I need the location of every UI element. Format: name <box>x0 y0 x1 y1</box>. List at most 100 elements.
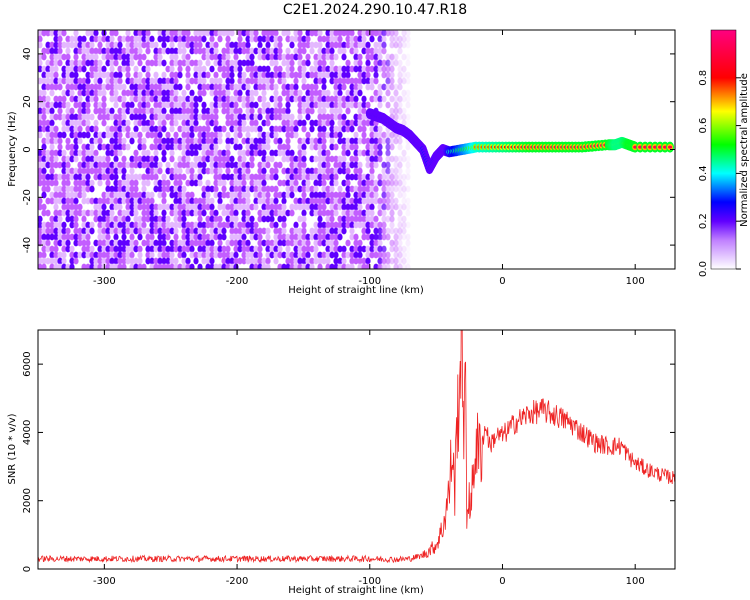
spectrogram-cell <box>309 209 315 217</box>
spectrogram-cell <box>257 179 263 187</box>
spectrogram-cell <box>73 227 79 235</box>
spectrogram-cell <box>45 77 51 85</box>
spectrogram-cell <box>141 227 147 235</box>
spectrogram-cell <box>181 251 187 259</box>
spectrogram-cell <box>309 125 315 133</box>
spectrogram-cell <box>101 203 107 211</box>
spectrogram-cell <box>133 155 139 163</box>
spectrogram-cell <box>381 173 387 181</box>
spectrogram-cell <box>313 245 319 253</box>
spectrogram-cell <box>297 239 303 247</box>
spectrogram-cell <box>133 203 139 211</box>
spectrogram-cell <box>177 143 183 151</box>
spectrogram-cell <box>161 263 167 269</box>
spectrogram-cell <box>369 155 375 163</box>
colorbar-tick-label: 0.8 <box>698 70 709 86</box>
spectrogram-cell <box>221 71 227 79</box>
spectrogram-cell <box>397 65 403 73</box>
spectrogram-cell <box>389 107 395 115</box>
spectrogram-cell <box>281 263 287 269</box>
spectrogram-cell <box>65 245 71 253</box>
spectrogram-cell <box>97 83 103 91</box>
spectrogram-cell <box>153 53 159 61</box>
spectrogram-cell <box>109 137 115 145</box>
spectrogram-cell <box>313 173 319 181</box>
spectrogram-cell <box>209 203 215 211</box>
spectrogram-cell <box>181 119 187 127</box>
spectrogram-cell <box>233 41 239 49</box>
spectrogram-cell <box>125 209 131 217</box>
spectrogram-cell <box>117 53 123 61</box>
spectrogram-cell <box>145 215 151 223</box>
spectrogram-cell <box>189 239 195 247</box>
spectrogram-cell <box>169 59 175 67</box>
spectrogram-cell <box>125 89 131 97</box>
spectrogram-cell <box>85 107 91 115</box>
spectrogram-cell <box>109 71 115 79</box>
spectrogram-cell <box>269 149 275 157</box>
spectrogram-cell <box>65 119 71 127</box>
spectrogram-cell <box>69 35 75 43</box>
spectrogram-cell <box>385 179 391 187</box>
spectrogram-cell <box>65 197 71 205</box>
spectrogram-cell <box>201 161 207 169</box>
spectrogram-cell <box>149 77 155 85</box>
spectrogram-cell <box>361 71 367 79</box>
spectrogram-cell <box>357 59 363 67</box>
spectrogram-cell <box>329 35 335 43</box>
spectrogram-cell <box>105 251 111 259</box>
spectrogram-cell <box>261 71 267 79</box>
spectrogram-cell <box>113 203 119 211</box>
spectrogram-cell <box>217 101 223 109</box>
colorbar-ticks: 0.00.20.40.60.8 <box>698 70 741 277</box>
spectrogram-cell <box>105 209 111 217</box>
spectrogram-cell <box>97 233 103 241</box>
spectrogram-cell <box>405 245 411 253</box>
spectrogram-cell <box>129 203 135 211</box>
spectrogram-cell <box>97 137 103 145</box>
spectrogram-cell <box>381 83 387 91</box>
spectrogram-cell <box>133 191 139 199</box>
spectrogram-cell <box>241 221 247 229</box>
spectrogram-cell <box>381 227 387 235</box>
spectrogram-cell <box>193 30 199 37</box>
spectrogram-cell <box>241 113 247 121</box>
spectrogram-cell <box>273 47 279 55</box>
spectrogram-cell <box>181 215 187 223</box>
spectrogram-cell <box>353 239 359 247</box>
spectrogram-cell <box>77 227 83 235</box>
spectrogram-cell <box>133 131 139 139</box>
spectrogram-cell <box>269 209 275 217</box>
spectrogram-cell <box>277 113 283 121</box>
spectrogram-cell <box>289 185 295 193</box>
spectrogram-cell <box>61 257 67 265</box>
spectrogram-cell <box>321 233 327 241</box>
spectrogram-cell <box>38 113 43 121</box>
spectrogram-cell <box>277 215 283 223</box>
spectrogram-cell <box>217 197 223 205</box>
spectrogram-cell <box>41 65 47 73</box>
spectrogram-cell <box>253 257 259 265</box>
spectrogram-cell <box>177 263 183 269</box>
spectrogram-cell <box>233 185 239 193</box>
spectrogram-cell <box>41 161 47 169</box>
spectrogram-cell <box>65 209 71 217</box>
spectrogram-cell <box>261 191 267 199</box>
spectrogram-cell <box>101 83 107 91</box>
spectrogram-cell <box>97 143 103 151</box>
spectrogram-cell <box>221 101 227 109</box>
spectrogram-cell <box>337 203 343 211</box>
spectrogram-cell <box>245 209 251 217</box>
spectrogram-cell <box>281 215 287 223</box>
spectrogram-cell <box>401 263 407 269</box>
spectrogram-cell <box>145 30 151 37</box>
spectrogram-cell <box>205 167 211 175</box>
spectrogram-cell <box>201 239 207 247</box>
spectrogram-cell <box>285 107 291 115</box>
spectrogram-cell <box>237 167 243 175</box>
spectrogram-cell <box>85 185 91 193</box>
spectrogram-cell <box>241 119 247 127</box>
spectrogram-cell <box>321 185 327 193</box>
spectrogram-cell <box>321 89 327 97</box>
spectrogram-cell <box>149 239 155 247</box>
